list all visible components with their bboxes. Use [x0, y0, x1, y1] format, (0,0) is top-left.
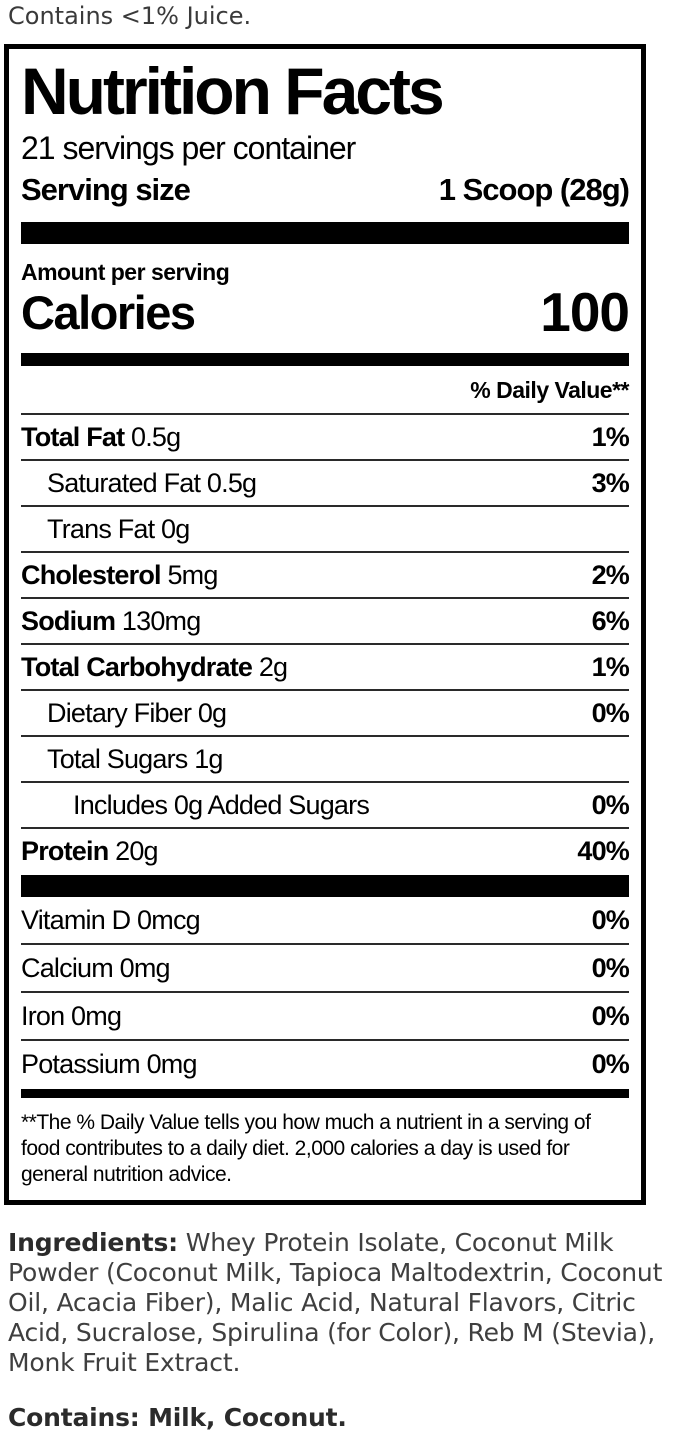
serving-size-value: 1 Scoop (28g)	[438, 172, 630, 207]
daily-value-header: % Daily Value**	[21, 366, 630, 415]
nutrient-daily-value: 3%	[591, 468, 630, 498]
nutrient-name-and-amount: Vitamin D 0mcg	[21, 905, 201, 935]
calories-row: Calories 100	[21, 281, 630, 343]
nutrient-amount: 0g	[161, 514, 190, 544]
nutrient-amount: 0mg	[146, 1049, 198, 1079]
allergen-statement: Contains: Milk, Coconut.	[8, 1403, 347, 1432]
nutrient-rows: Total Fat 0.5g 1% Saturated Fat 0.5g 3% Tran…	[21, 415, 630, 875]
nutrient-amount: 0.5g	[131, 422, 181, 452]
nutrient-label: Dietary Fiber	[47, 698, 192, 728]
nutrient-name-and-amount: Calcium 0mg	[21, 953, 171, 983]
nutrient-amount: 2g	[258, 652, 288, 682]
nutrient-daily-value: 0%	[591, 953, 630, 983]
nutrient-amount: 1g	[194, 744, 223, 774]
nutrient-row: Protein 20g 40%	[21, 829, 630, 875]
nutrient-name-and-amount: Total Carbohydrate 2g	[21, 652, 288, 682]
nutrient-name-and-amount: Iron 0mg	[21, 1001, 122, 1031]
divider-thin-bottom	[21, 1089, 629, 1098]
nutrient-label: Total Fat	[21, 422, 125, 452]
nutrient-name-and-amount: Cholesterol 5mg	[21, 560, 218, 590]
nutrition-facts-panel: Nutrition Facts 21 servings per containe…	[4, 44, 646, 1205]
nutrient-name-and-amount: Potassium 0mg	[21, 1049, 197, 1079]
nutrient-row: Total Carbohydrate 2g 1%	[21, 645, 630, 691]
nutrient-name-and-amount: Protein 20g	[21, 836, 159, 866]
nutrient-amount: 0mcg	[137, 905, 201, 935]
nutrient-row: Total Fat 0.5g 1%	[21, 415, 630, 461]
nutrient-name-and-amount: Total Fat 0.5g	[21, 422, 181, 452]
panel-title: Nutrition Facts	[21, 54, 445, 128]
divider-medium	[21, 353, 629, 366]
nutrient-row: Saturated Fat 0.5g 3%	[21, 461, 630, 507]
nutrient-daily-value: 0%	[591, 1001, 630, 1031]
nutrient-amount: 0g	[197, 698, 227, 728]
nutrient-name-and-amount: Includes 0g Added Sugars	[73, 790, 370, 820]
nutrient-row: Potassium 0mg 0%	[21, 1041, 630, 1089]
ingredients-statement: Ingredients: Whey Protein Isolate, Cocon…	[8, 1228, 673, 1378]
juice-content-note: Contains <1% Juice.	[8, 2, 252, 30]
nutrient-daily-value: 0%	[591, 790, 630, 820]
nutrient-row: Total Sugars 1g	[21, 737, 629, 783]
nutrient-amount: 130mg	[121, 606, 201, 636]
nutrient-amount: 20g	[115, 836, 158, 866]
calories-value: 100	[540, 281, 630, 343]
nutrient-label: Potassium	[21, 1049, 141, 1079]
nutrient-label: Vitamin D	[21, 905, 131, 935]
nutrient-label: Saturated Fat	[47, 468, 201, 498]
nutrient-amount: 5mg	[167, 560, 218, 590]
nutrient-daily-value: 0%	[591, 1049, 630, 1079]
serving-size-row: Serving size 1 Scoop (28g)	[21, 169, 630, 211]
divider-thick-middle	[21, 875, 629, 897]
servings-per-container: 21 servings per container	[21, 130, 356, 166]
nutrient-daily-value: 1%	[591, 652, 630, 682]
nutrient-name-and-amount: Trans Fat 0g	[47, 514, 190, 544]
calories-label: Calories	[21, 286, 196, 339]
nutrient-daily-value: 40%	[577, 836, 629, 866]
nutrient-amount: 0mg	[119, 953, 171, 983]
nutrient-row: Sodium 130mg 6%	[21, 599, 630, 645]
amount-per-serving-label: Amount per serving	[21, 259, 230, 285]
serving-size-label: Serving size	[21, 172, 191, 207]
nutrient-name-and-amount: Dietary Fiber 0g	[47, 698, 227, 728]
nutrient-label: Sodium	[21, 606, 116, 636]
nutrient-daily-value: 0%	[591, 905, 630, 935]
nutrient-daily-value: 6%	[591, 606, 630, 636]
nutrient-label: Includes 0g Added Sugars	[73, 790, 370, 820]
daily-value-footnote: **The % Daily Value tells you how much a…	[21, 1111, 591, 1186]
nutrient-row: Includes 0g Added Sugars 0%	[21, 783, 630, 829]
nutrient-daily-value: 1%	[591, 422, 630, 452]
nutrient-label: Calcium	[21, 953, 114, 983]
nutrient-row: Dietary Fiber 0g 0%	[21, 691, 630, 737]
nutrient-row: Iron 0mg 0%	[21, 993, 630, 1041]
nutrient-name-and-amount: Saturated Fat 0.5g	[47, 468, 257, 498]
nutrient-label: Protein	[21, 836, 109, 866]
divider-thick-top	[21, 222, 629, 244]
nutrient-row: Cholesterol 5mg 2%	[21, 553, 630, 599]
ingredients-label: Ingredients:	[8, 1228, 178, 1257]
nutrient-label: Total Carbohydrate	[21, 652, 253, 682]
nutrient-name-and-amount: Total Sugars 1g	[47, 744, 223, 774]
nutrient-row: Trans Fat 0g	[21, 507, 629, 553]
nutrient-label: Total Sugars	[47, 744, 188, 774]
nutrient-daily-value: 2%	[591, 560, 630, 590]
nutrient-amount: 0.5g	[206, 468, 257, 498]
nutrient-row: Calcium 0mg 0%	[21, 945, 630, 993]
nutrient-amount: 0mg	[71, 1001, 122, 1031]
nutrient-name-and-amount: Sodium 130mg	[21, 606, 201, 636]
nutrient-daily-value: 0%	[591, 698, 630, 728]
nutrient-label: Trans Fat	[47, 514, 155, 544]
micronutrient-rows: Vitamin D 0mcg 0% Calcium 0mg 0% Iron 0mg 0% P…	[21, 897, 630, 1089]
ingredients-text: Whey Protein Isolate, Coconut Milk Powde…	[8, 1228, 663, 1377]
nutrient-label: Iron	[21, 1001, 65, 1031]
nutrient-row: Vitamin D 0mcg 0%	[21, 897, 630, 945]
nutrient-label: Cholesterol	[21, 560, 162, 590]
